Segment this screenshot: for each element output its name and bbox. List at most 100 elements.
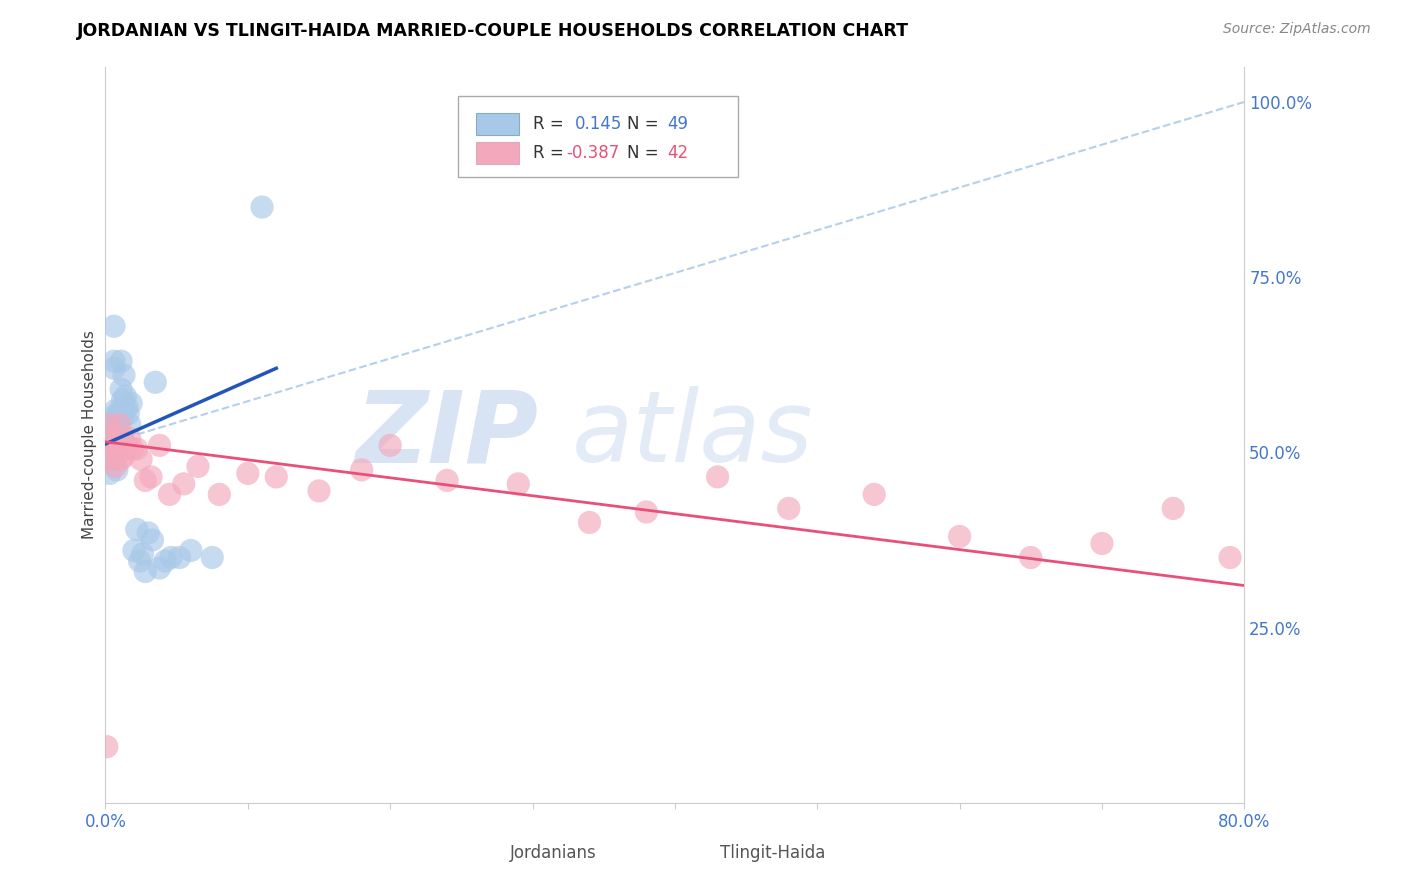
Point <box>180 543 202 558</box>
FancyBboxPatch shape <box>664 843 709 863</box>
Point <box>96 434 118 449</box>
Point <box>159 487 181 501</box>
Point <box>103 445 125 459</box>
Point <box>139 470 162 484</box>
Point <box>100 438 122 452</box>
Point <box>112 449 135 463</box>
Text: 49: 49 <box>666 114 688 133</box>
Point <box>100 417 122 432</box>
Point <box>134 474 156 488</box>
Point <box>101 442 124 456</box>
Text: R =: R = <box>533 114 568 133</box>
Point <box>208 487 231 501</box>
Point <box>105 463 128 477</box>
Point <box>169 550 191 565</box>
Point <box>115 400 138 414</box>
Point <box>121 442 143 456</box>
Point <box>143 376 166 390</box>
Point <box>1019 550 1042 565</box>
Point <box>107 407 129 421</box>
Point <box>115 438 138 452</box>
Point <box>97 452 120 467</box>
Point <box>105 438 128 452</box>
Point <box>108 403 131 417</box>
Point <box>111 410 134 425</box>
Point <box>250 200 273 214</box>
Point <box>201 550 224 565</box>
Point <box>98 467 121 481</box>
Point <box>100 431 122 445</box>
Point <box>436 474 458 488</box>
Point <box>863 487 886 501</box>
Text: ZIP: ZIP <box>356 386 538 483</box>
Text: 42: 42 <box>666 144 688 162</box>
Point <box>578 516 600 530</box>
Y-axis label: Married-couple Households: Married-couple Households <box>82 330 97 540</box>
Text: Tlingit-Haida: Tlingit-Haida <box>720 844 825 862</box>
FancyBboxPatch shape <box>458 96 738 178</box>
Point <box>114 389 136 403</box>
Text: R =: R = <box>533 144 568 162</box>
Point <box>104 403 127 417</box>
Point <box>236 467 259 481</box>
Text: atlas: atlas <box>572 386 814 483</box>
Point <box>98 452 121 467</box>
Point <box>110 452 132 467</box>
Point <box>111 434 134 449</box>
Point <box>108 445 131 459</box>
Point <box>104 459 127 474</box>
Point <box>706 470 728 484</box>
Point <box>101 431 124 445</box>
Point <box>96 739 118 754</box>
Point <box>107 442 129 456</box>
Point <box>141 533 163 547</box>
Point <box>187 459 209 474</box>
Point <box>636 505 658 519</box>
Point <box>103 319 125 334</box>
Point <box>97 421 120 435</box>
Point <box>98 442 121 456</box>
Point <box>104 434 127 449</box>
Point <box>264 470 288 484</box>
Text: N =: N = <box>627 144 664 162</box>
Point <box>101 410 124 425</box>
Text: -0.387: -0.387 <box>567 144 620 162</box>
Point <box>118 431 141 445</box>
Point <box>97 417 120 432</box>
Point <box>122 543 145 558</box>
Point <box>350 463 373 477</box>
Point <box>148 438 170 452</box>
Text: N =: N = <box>627 114 664 133</box>
Point <box>105 438 128 452</box>
Point <box>107 425 129 439</box>
Point <box>128 554 150 568</box>
Point <box>125 523 148 537</box>
Point <box>112 403 135 417</box>
Text: Jordanians: Jordanians <box>510 844 596 862</box>
Text: Source: ZipAtlas.com: Source: ZipAtlas.com <box>1223 22 1371 37</box>
Point <box>131 547 153 561</box>
Point <box>148 561 170 575</box>
Point <box>112 368 135 383</box>
Point <box>103 361 125 376</box>
Text: JORDANIAN VS TLINGIT-HAIDA MARRIED-COUPLE HOUSEHOLDS CORRELATION CHART: JORDANIAN VS TLINGIT-HAIDA MARRIED-COUPL… <box>77 22 910 40</box>
Point <box>129 452 152 467</box>
Point <box>120 396 142 410</box>
Point <box>378 438 402 452</box>
FancyBboxPatch shape <box>453 843 498 863</box>
Point <box>117 407 139 421</box>
Point <box>108 417 131 432</box>
Point <box>948 529 970 543</box>
Point <box>118 417 141 432</box>
Point <box>111 392 134 407</box>
Point <box>308 483 330 498</box>
Point <box>100 445 122 459</box>
Point <box>1091 536 1114 550</box>
Point <box>134 565 156 579</box>
Point <box>508 476 530 491</box>
Point <box>778 501 800 516</box>
Point <box>101 427 124 442</box>
Point <box>110 382 132 396</box>
Point <box>125 442 148 456</box>
FancyBboxPatch shape <box>475 112 519 135</box>
